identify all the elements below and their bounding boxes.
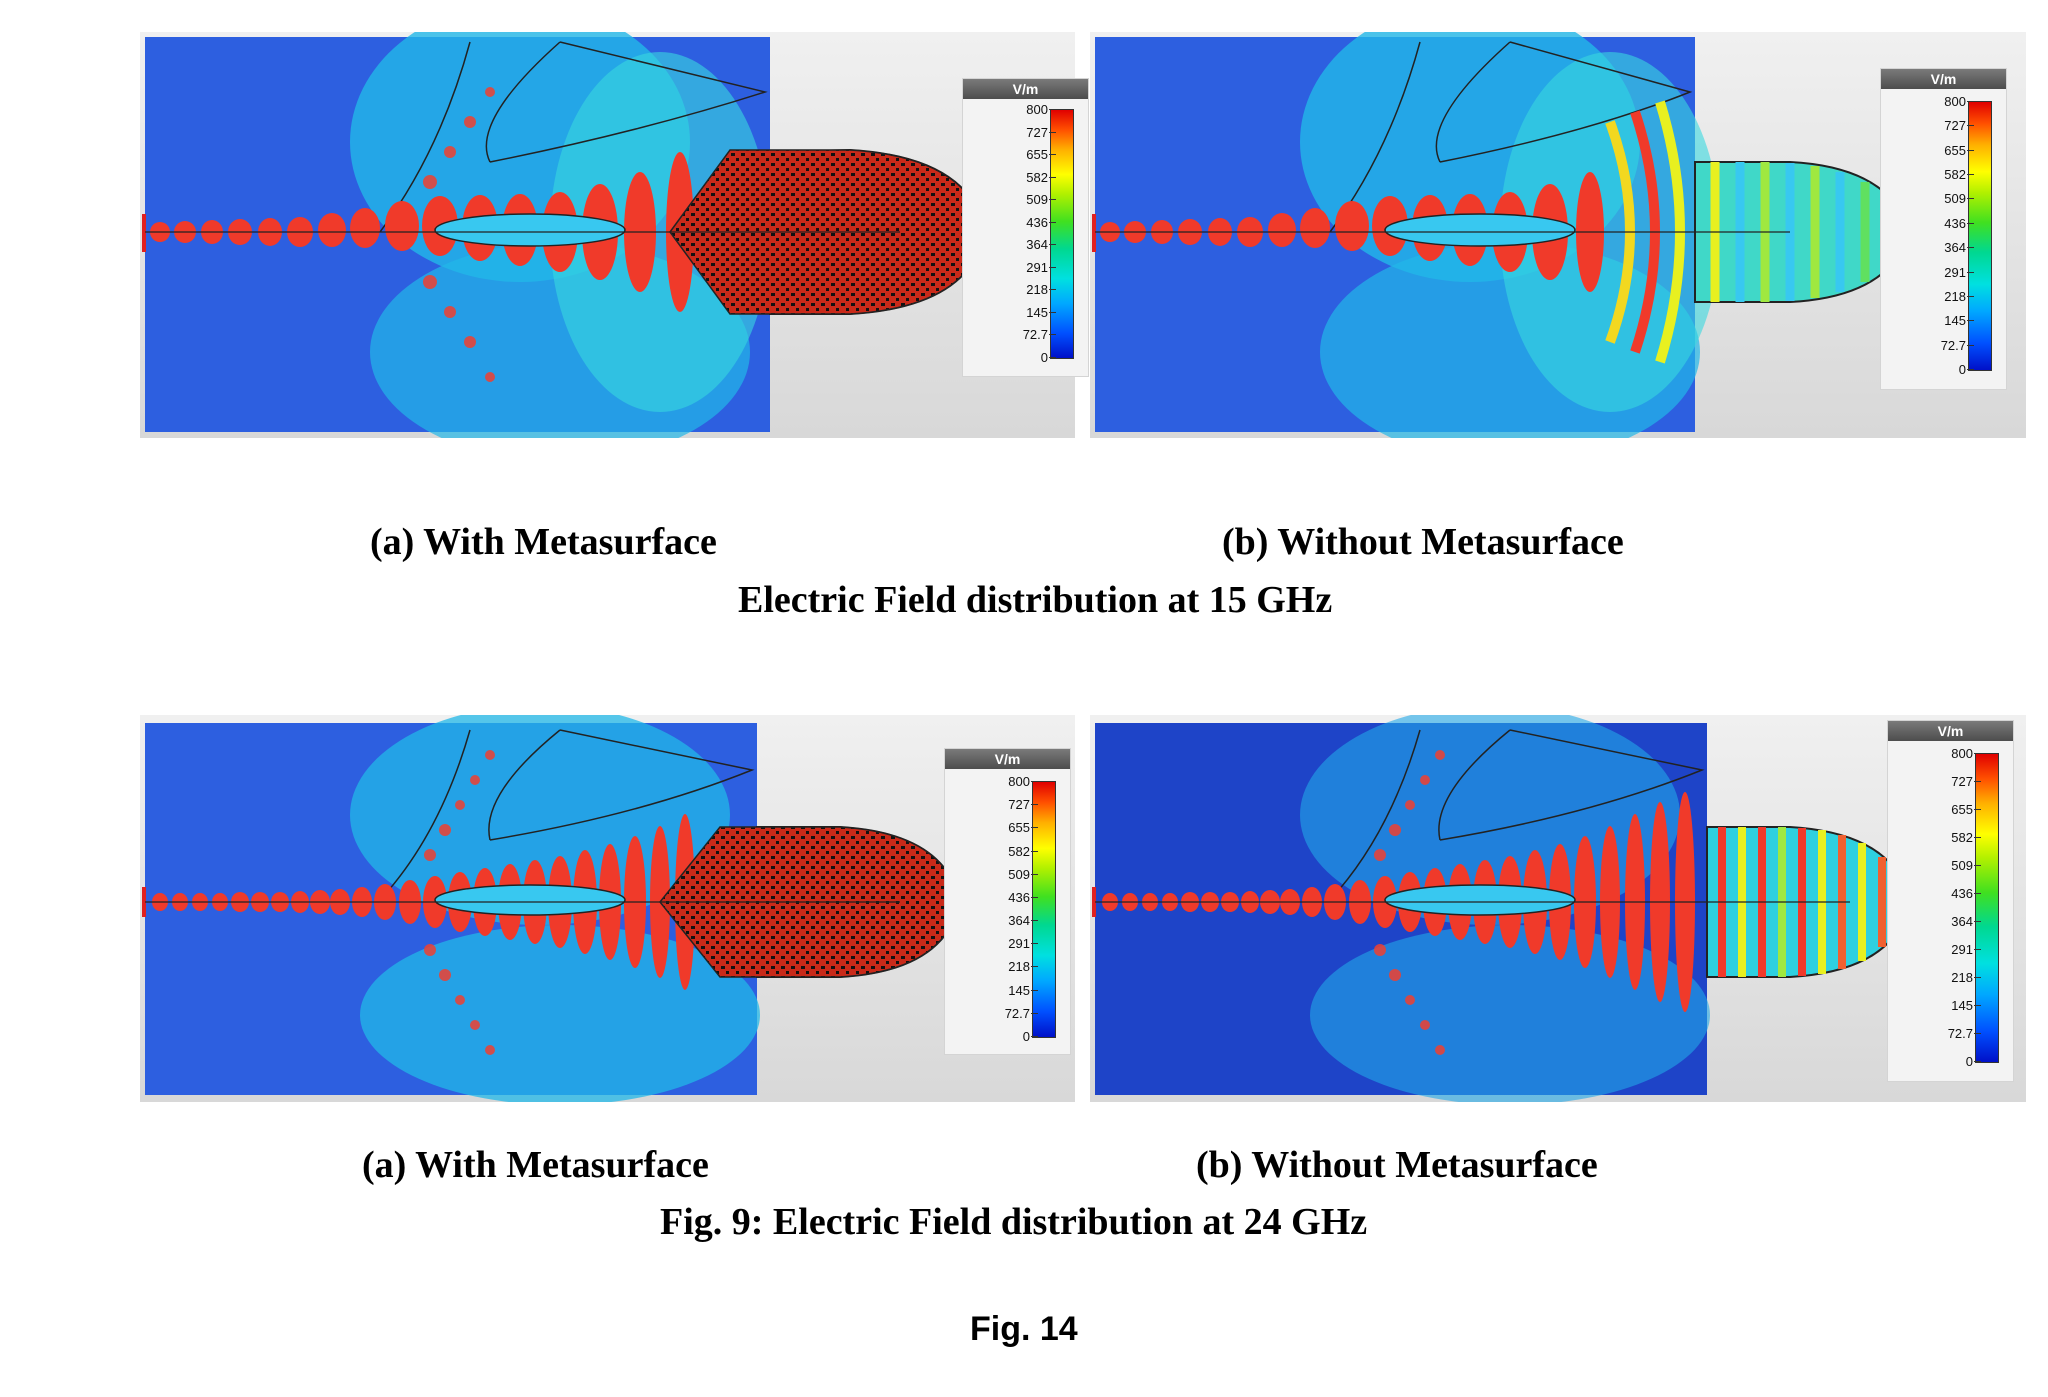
legend-tick-label: 218	[1008, 959, 1038, 975]
colorbar-gradient	[1032, 781, 1056, 1038]
field-map-svg	[1090, 715, 2026, 1102]
legend-tick-label: 727	[1008, 797, 1038, 813]
legend-tick-label: 145	[1944, 313, 1974, 329]
legend-tick-label: 72.7	[1022, 327, 1057, 343]
legend-unit: V/m	[1888, 721, 2013, 741]
legend-tick-label: 582	[1026, 169, 1056, 185]
legend-tick-label: 582	[1944, 167, 1974, 183]
colorbar-gradient	[1968, 101, 1992, 371]
legend-tick-label: 436	[1008, 889, 1038, 905]
legend-tick-label: 727	[1944, 118, 1974, 134]
legend-tick-label: 582	[1008, 843, 1038, 859]
legend-tick-label: 509	[1008, 866, 1038, 882]
legend-tick-label: 218	[1944, 288, 1974, 304]
field-map-svg	[1090, 32, 2026, 438]
legend-tick-label: 364	[1008, 913, 1038, 929]
caption-row1-right: (b) Without Metasurface	[1222, 521, 1624, 563]
field-plot-24ghz-with-metasurface	[140, 715, 1075, 1102]
legend-tick-label: 800	[1026, 102, 1056, 117]
colorbar-legend: V/m 800 727 655 582 509 436 364 291 218 145 72.7 0	[962, 78, 1089, 377]
legend-tick-label: 291	[1008, 936, 1038, 952]
legend-tick-label: 72.7	[1004, 1005, 1039, 1021]
legend-unit: V/m	[963, 79, 1088, 99]
legend-unit: V/m	[1881, 69, 2006, 89]
caption-row1-left: (a) With Metasurface	[370, 521, 717, 563]
legend-tick-label: 364	[1026, 237, 1056, 253]
legend-tick-label: 145	[1026, 304, 1056, 320]
caption-row1-title: Electric Field distribution at 15 GHz	[738, 579, 1333, 621]
colorbar-gradient	[1975, 753, 1999, 1063]
legend-tick-label: 364	[1944, 240, 1974, 256]
legend-tick-label: 145	[1008, 982, 1038, 998]
colorbar-legend: V/m 800 727 655 582 509 436 364 291 218 145 72.7 0	[1887, 720, 2014, 1082]
colorbar-legend: V/m 800 727 655 582 509 436 364 291 218 145 72.7 0	[1880, 68, 2007, 390]
legend-tick-label: 582	[1951, 830, 1981, 845]
caption-row2-right: (b) Without Metasurface	[1196, 1144, 1598, 1186]
legend-tick-label: 655	[1026, 147, 1056, 163]
legend-tick-label: 218	[1951, 970, 1981, 985]
field-map-svg	[140, 715, 1075, 1102]
legend-tick-label: 291	[1951, 942, 1981, 957]
legend-tick-label: 655	[1008, 820, 1038, 836]
legend-tick-label: 727	[1026, 124, 1056, 140]
legend-tick-label: 0	[1965, 1054, 1982, 1069]
legend-tick-label: 509	[1951, 858, 1981, 873]
legend-tick-label: 436	[1026, 214, 1056, 230]
caption-row2-left: (a) With Metasurface	[362, 1144, 709, 1186]
colorbar-gradient	[1050, 109, 1074, 359]
caption-row2-title: Fig. 9: Electric Field distribution at 2…	[660, 1201, 1368, 1243]
legend-tick-label: 218	[1026, 282, 1056, 298]
field-map-svg	[140, 32, 1075, 438]
legend-tick-label: 145	[1951, 998, 1981, 1013]
legend-tick-label: 0	[1040, 350, 1057, 365]
field-plot-24ghz-without-metasurface	[1090, 715, 2026, 1102]
field-plot-15ghz-without-metasurface	[1090, 32, 2026, 438]
legend-tick-label: 436	[1951, 886, 1981, 901]
legend-tick-label: 291	[1026, 259, 1056, 275]
legend-tick-label: 0	[1022, 1029, 1039, 1044]
legend-tick-label: 436	[1944, 215, 1974, 231]
legend-tick-label: 655	[1951, 802, 1981, 817]
legend-tick-label: 364	[1951, 914, 1981, 929]
legend-tick-label: 800	[1951, 746, 1981, 761]
legend-tick-label: 800	[1944, 94, 1974, 109]
legend-unit: V/m	[945, 749, 1070, 769]
legend-tick-label: 509	[1944, 191, 1974, 207]
legend-tick-label: 800	[1008, 774, 1038, 789]
legend-tick-label: 509	[1026, 192, 1056, 208]
legend-tick-label: 727	[1951, 774, 1981, 789]
legend-tick-label: 0	[1958, 362, 1975, 377]
figure-label: Fig. 14	[970, 1310, 1078, 1348]
legend-tick-label: 72.7	[1940, 337, 1975, 353]
legend-tick-label: 72.7	[1947, 1026, 1982, 1041]
legend-tick-label: 291	[1944, 264, 1974, 280]
field-plot-15ghz-with-metasurface	[140, 32, 1075, 438]
legend-tick-label: 655	[1944, 142, 1974, 158]
colorbar-legend: V/m 800 727 655 582 509 436 364 291 218 145 72.7 0	[944, 748, 1071, 1055]
